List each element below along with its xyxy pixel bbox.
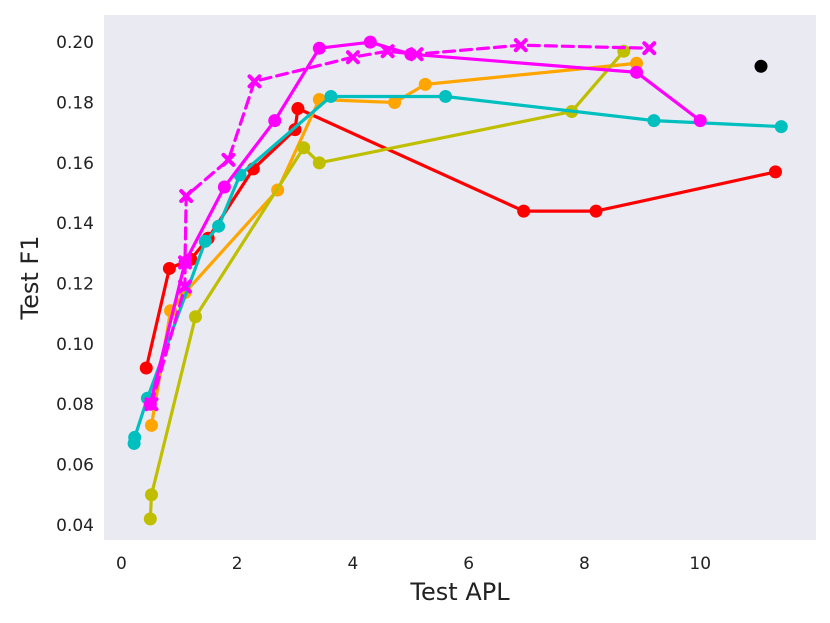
data-point <box>409 47 424 62</box>
series-5 <box>144 38 657 412</box>
data-point <box>324 89 338 103</box>
data-point <box>212 219 226 233</box>
x-tick-label: 8 <box>579 554 590 574</box>
data-point <box>144 418 158 432</box>
data-point <box>439 89 453 103</box>
tick-layer: 0 2 4 6 8 10 0.04 0.06 0.08 0.10 0.12 0.14 0.16 0.18 0… <box>56 33 711 574</box>
data-point <box>178 279 193 294</box>
data-point <box>517 204 531 218</box>
y-tick-label: 0.08 <box>56 395 94 415</box>
data-point <box>217 180 231 194</box>
series-6 <box>754 59 768 73</box>
series-layer <box>127 35 788 526</box>
data-point <box>380 44 395 59</box>
y-axis-label: Test F1 <box>16 236 44 321</box>
series-line <box>132 94 783 445</box>
y-tick-label: 0.06 <box>56 456 94 476</box>
data-point <box>647 114 661 128</box>
data-point <box>144 488 158 502</box>
data-point <box>312 156 326 170</box>
data-point <box>363 35 377 49</box>
x-axis-label: Test APL <box>409 578 510 606</box>
data-point <box>179 189 194 204</box>
data-point <box>188 310 202 324</box>
data-point <box>754 59 768 73</box>
y-tick-label: 0.18 <box>56 94 94 114</box>
data-point <box>589 204 603 218</box>
data-point <box>297 141 311 155</box>
x-tick-label: 2 <box>232 554 243 574</box>
y-tick-label: 0.14 <box>56 214 94 234</box>
data-point <box>312 41 326 55</box>
data-point <box>221 152 236 167</box>
data-point <box>513 38 528 53</box>
data-point <box>139 361 153 375</box>
data-point <box>630 65 644 79</box>
y-tick-label: 0.04 <box>56 516 94 536</box>
data-point <box>143 512 157 526</box>
data-point <box>345 50 360 65</box>
x-tick-label: 10 <box>689 554 711 574</box>
data-point <box>388 96 402 109</box>
data-point <box>162 261 176 275</box>
data-point <box>247 74 262 89</box>
y-tick-label: 0.20 <box>56 33 94 53</box>
data-point <box>693 114 707 128</box>
data-point <box>198 234 212 248</box>
x-tick-label: 4 <box>347 554 358 574</box>
data-point <box>642 41 657 56</box>
data-point <box>768 165 782 179</box>
data-point <box>178 255 193 270</box>
y-tick-label: 0.16 <box>56 154 94 174</box>
y-tick-label: 0.10 <box>56 335 94 355</box>
data-point <box>268 114 282 128</box>
data-point <box>630 56 644 70</box>
x-tick-label: 6 <box>463 554 474 574</box>
plot-area <box>104 15 816 540</box>
data-point <box>418 77 432 91</box>
data-point <box>291 102 305 116</box>
x-tick-label: 0 <box>116 554 127 574</box>
data-point <box>144 397 159 412</box>
y-tick-label: 0.12 <box>56 275 94 295</box>
data-point <box>774 120 788 134</box>
data-point <box>128 430 142 444</box>
